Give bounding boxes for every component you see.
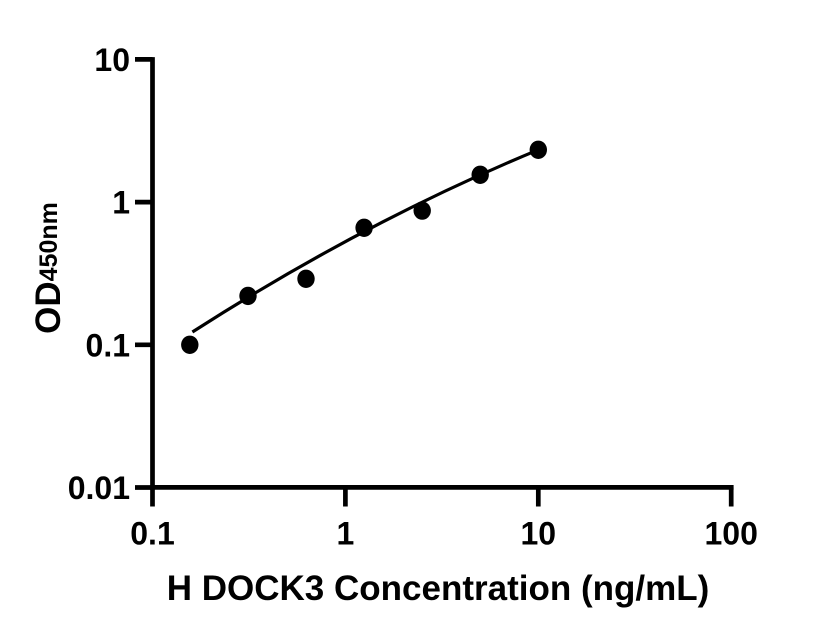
y-axis-title: OD450nm [29, 202, 68, 334]
x-tick-label: 10 [521, 516, 557, 552]
x-tick-label: 0.1 [130, 516, 174, 552]
y-tick-label: 1 [112, 185, 130, 221]
data-point [413, 201, 431, 220]
x-tick-label: 1 [337, 516, 355, 552]
data-points [181, 140, 547, 354]
y-tick-label: 10 [94, 42, 130, 78]
data-point [297, 269, 315, 288]
x-tick-label: 100 [705, 516, 758, 552]
y-tick-label: 0.1 [86, 327, 130, 363]
x-axis: 0.1 1 10 100 H DOCK3 Concentration (ng/m… [130, 485, 758, 608]
data-point [239, 286, 257, 306]
data-point [355, 218, 373, 237]
data-point [181, 335, 199, 354]
data-point [529, 140, 547, 159]
data-point [471, 165, 489, 184]
y-axis: 10 1 0.1 0.01 OD450nm [29, 42, 155, 506]
y-axis-title-subscript: 450nm [35, 202, 63, 281]
x-axis-title: H DOCK3 Concentration (ng/mL) [167, 569, 709, 608]
y-axis-title-main: OD [29, 281, 68, 334]
y-tick-label: 0.01 [68, 470, 130, 506]
